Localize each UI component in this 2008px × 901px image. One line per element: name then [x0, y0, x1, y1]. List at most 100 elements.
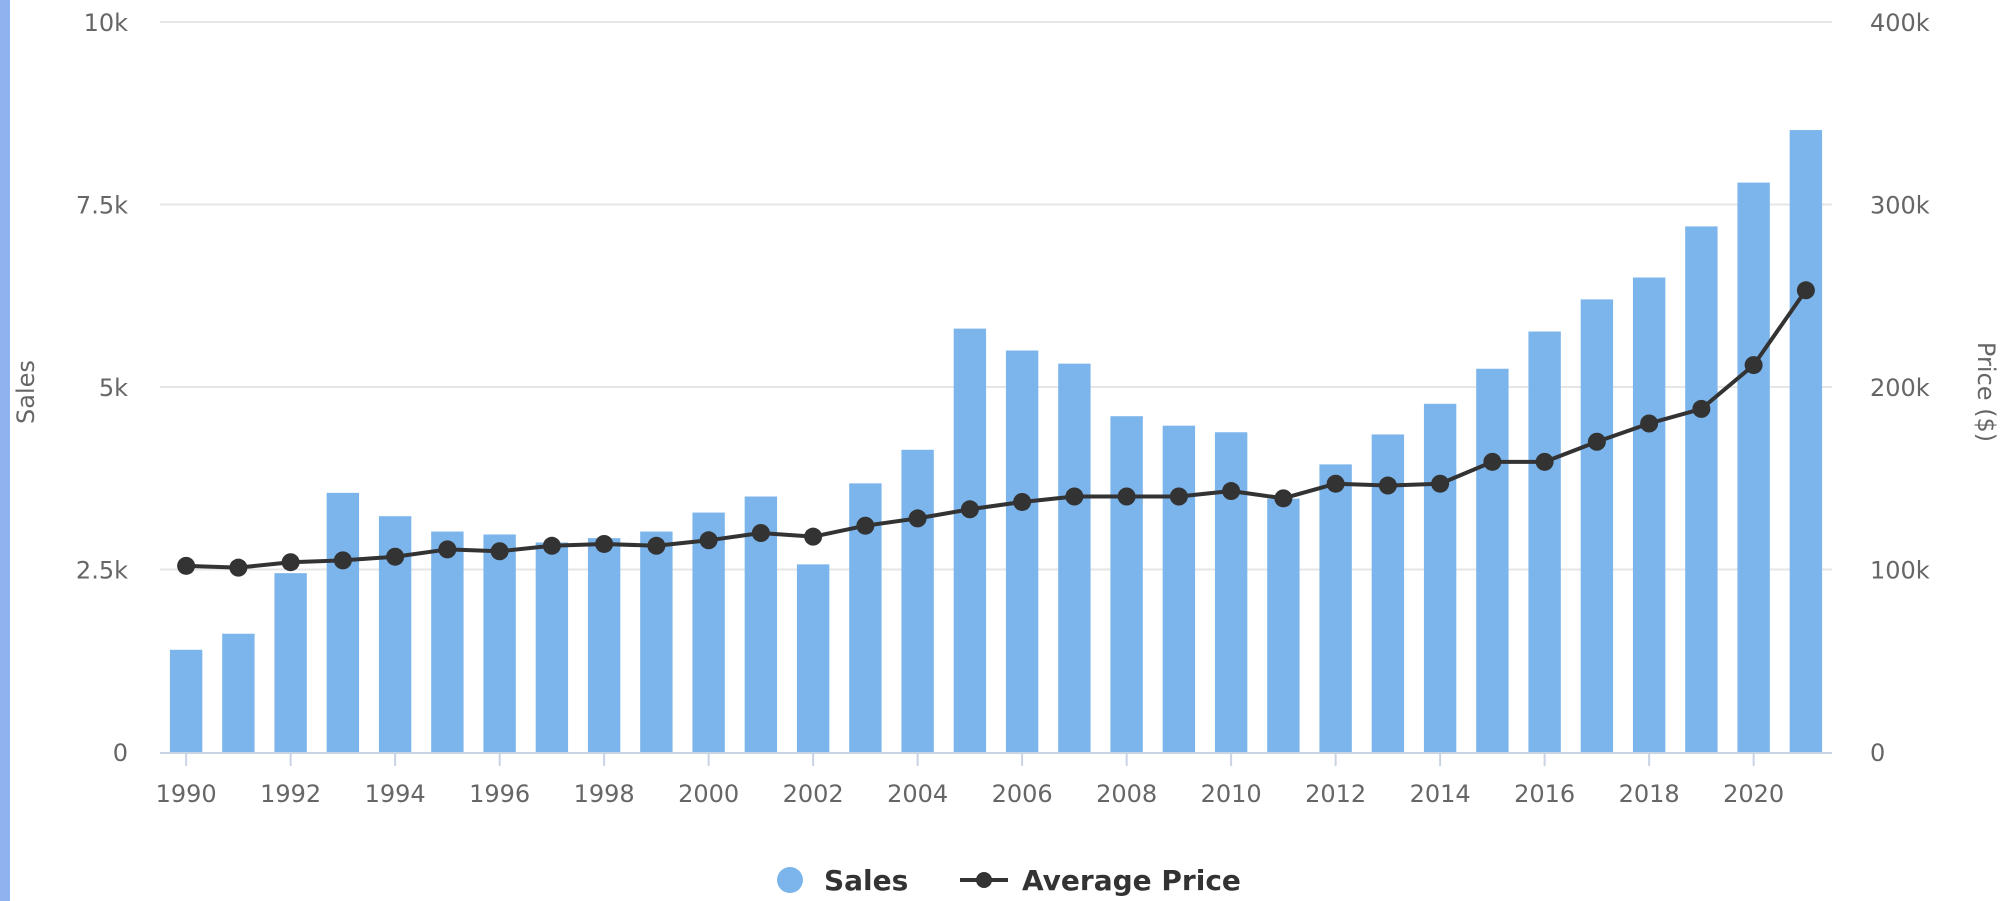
sales-bar[interactable]: [640, 531, 673, 752]
y-right-tick-label: 200k: [1870, 374, 1930, 402]
x-tick-label: 2004: [887, 780, 948, 808]
x-tick-label: 2012: [1305, 780, 1366, 808]
average-price-point[interactable]: [1692, 399, 1711, 418]
sales-bar[interactable]: [1476, 368, 1509, 752]
sales-bar[interactable]: [222, 633, 255, 752]
average-price-point[interactable]: [229, 558, 248, 577]
average-price-point[interactable]: [1483, 452, 1502, 471]
average-price-point[interactable]: [856, 516, 875, 535]
sales-bar[interactable]: [431, 531, 464, 752]
y-right-tick-label: 300k: [1870, 192, 1930, 220]
sales-bar[interactable]: [1267, 498, 1300, 752]
x-tick-label: 2018: [1619, 780, 1680, 808]
average-price-point[interactable]: [595, 534, 614, 553]
sales-bars: [169, 130, 1823, 753]
x-tick-label: 1998: [574, 780, 635, 808]
average-price-point[interactable]: [386, 547, 405, 566]
sales-bar[interactable]: [1005, 350, 1039, 753]
window-edge: [0, 0, 10, 901]
legend[interactable]: Sales Average Price: [777, 864, 1241, 897]
average-price-point[interactable]: [490, 542, 509, 561]
average-price-point[interactable]: [1378, 476, 1397, 495]
legend-item-average-price[interactable]: Average Price: [960, 864, 1241, 897]
sales-bar[interactable]: [953, 328, 987, 752]
sales-bar[interactable]: [1058, 363, 1091, 752]
sales-bar[interactable]: [274, 573, 307, 752]
y-left-tick-label: 5k: [99, 374, 128, 402]
average-price-point[interactable]: [908, 509, 927, 528]
average-price-point[interactable]: [1222, 482, 1241, 501]
average-price-point[interactable]: [1013, 492, 1032, 511]
x-tick-label: 2008: [1096, 780, 1157, 808]
average-price-line: [177, 281, 1815, 577]
average-price-point[interactable]: [333, 551, 352, 570]
x-tick-label: 2020: [1723, 780, 1784, 808]
x-tick-label: 2000: [678, 780, 739, 808]
y-axis-right-title: Price ($): [1972, 342, 2000, 442]
legend-sales-label: Sales: [824, 864, 908, 897]
sales-bar[interactable]: [326, 492, 360, 752]
legend-price-marker-icon: [976, 872, 992, 888]
average-price-point[interactable]: [804, 527, 823, 546]
sales-bar[interactable]: [1214, 432, 1248, 752]
sales-bar[interactable]: [1632, 277, 1666, 753]
sales-bar[interactable]: [1789, 130, 1823, 753]
average-price-point[interactable]: [699, 531, 718, 550]
sales-bar[interactable]: [483, 534, 516, 752]
sales-bar[interactable]: [1319, 464, 1352, 752]
average-price-point[interactable]: [1744, 356, 1763, 375]
x-tick-label: 1992: [260, 780, 321, 808]
y-left-tick-label: 2.5k: [76, 557, 128, 585]
y-left-tick-label: 10k: [84, 9, 129, 37]
average-price-point[interactable]: [1169, 487, 1188, 506]
average-price-point[interactable]: [1274, 489, 1293, 508]
sales-bar[interactable]: [1528, 331, 1561, 752]
average-price-point[interactable]: [1640, 414, 1659, 433]
axes: 0 2.5k 5k 7.5k 10k 0 100k 200k 300k 400k 1990 1992 1…: [76, 9, 1930, 808]
average-price-point[interactable]: [438, 540, 457, 559]
x-tick-label: 1994: [365, 780, 426, 808]
average-price-point[interactable]: [1065, 487, 1084, 506]
y-axis-left-title: Sales: [12, 360, 40, 424]
average-price-point[interactable]: [281, 553, 300, 572]
sales-bar[interactable]: [535, 542, 569, 752]
legend-item-sales[interactable]: Sales: [777, 864, 908, 897]
y-left-tick-label: 0: [113, 739, 128, 767]
average-price-point[interactable]: [751, 524, 770, 542]
sales-bar[interactable]: [169, 649, 203, 752]
sales-bar[interactable]: [1580, 299, 1614, 752]
sales-bar[interactable]: [1423, 403, 1457, 752]
average-price-point[interactable]: [647, 536, 666, 555]
average-price-point[interactable]: [1796, 281, 1815, 300]
legend-sales-swatch: [777, 867, 803, 893]
x-tick-label: 2010: [1201, 780, 1262, 808]
x-tick-label: 2014: [1410, 780, 1471, 808]
sales-bar[interactable]: [1110, 416, 1143, 752]
sales-bar[interactable]: [1737, 182, 1770, 753]
sales-bar[interactable]: [1685, 226, 1718, 752]
average-price-point[interactable]: [960, 500, 979, 519]
sales-bar[interactable]: [796, 564, 830, 752]
sales-bar[interactable]: [587, 538, 621, 752]
average-price-point[interactable]: [1326, 474, 1345, 493]
y-right-tick-label: 100k: [1870, 557, 1930, 585]
x-tick-label: 1990: [156, 780, 217, 808]
average-price-point[interactable]: [1117, 487, 1136, 506]
sales-bar[interactable]: [901, 449, 934, 752]
average-price-point[interactable]: [542, 536, 561, 555]
sales-bar[interactable]: [1162, 425, 1196, 752]
sales-bar[interactable]: [692, 512, 725, 752]
y-right-tick-label: 400k: [1870, 9, 1930, 37]
legend-price-label: Average Price: [1022, 864, 1241, 897]
x-tick-label: 2006: [992, 780, 1053, 808]
average-price-point[interactable]: [1535, 452, 1554, 471]
x-tick-label: 2016: [1514, 780, 1575, 808]
y-left-tick-label: 7.5k: [76, 192, 128, 220]
average-price-point[interactable]: [1431, 474, 1450, 493]
average-price-point[interactable]: [1587, 432, 1606, 451]
x-tick-label: 1996: [469, 780, 530, 808]
average-price-point[interactable]: [177, 556, 196, 575]
x-tick-label: 2002: [783, 780, 844, 808]
